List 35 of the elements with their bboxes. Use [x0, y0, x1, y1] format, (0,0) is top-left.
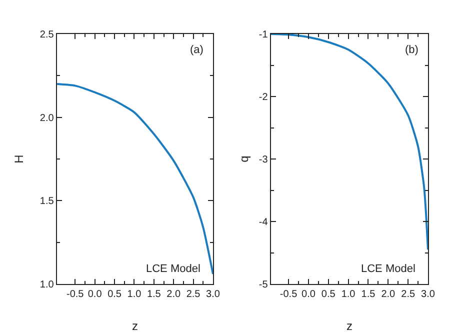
x-axis-title: z [132, 319, 138, 334]
y-tick-label: -2 [258, 92, 268, 103]
y-tick-label: -4 [258, 217, 268, 228]
annotation: LCE Model [146, 263, 200, 275]
x-tick-label: 0.5 [321, 289, 336, 300]
x-tick-label: 2.0 [166, 289, 181, 300]
y-axis-title: H [12, 154, 26, 164]
x-tick-label: -0.5 [280, 289, 298, 300]
x-tick-label: 0.5 [108, 289, 122, 300]
x-tick-label: -0.5 [66, 289, 84, 300]
x-tick-label: 1.0 [341, 289, 356, 300]
y-tick-label: 1.0 [40, 280, 54, 290]
x-tick-label: 2.5 [186, 289, 201, 300]
y-tick-label: -1 [258, 30, 268, 40]
x-tick-label: 3.0 [421, 289, 436, 300]
y-tick-label: -5 [258, 280, 268, 290]
x-tick-label: 1.5 [146, 289, 162, 300]
y-tick-label: 2.0 [40, 112, 54, 124]
x-axis-title: z [346, 319, 352, 334]
x-tick-label: 2.0 [381, 289, 396, 300]
y-axis-title: q [237, 156, 251, 162]
y-tick-label: -3 [258, 154, 268, 166]
x-tick-label: 1.5 [361, 289, 376, 300]
line-series [271, 34, 428, 251]
x-tick-label: 0.0 [302, 289, 316, 300]
annotation: (b) [405, 44, 418, 56]
x-tick-label: 0.0 [88, 289, 102, 300]
x-tick-label: 2.5 [401, 289, 416, 300]
y-tick-label: 2.5 [40, 30, 54, 40]
y-tick-label: 1.5 [40, 196, 54, 208]
annotation: LCE Model [361, 263, 416, 275]
line-series [57, 83, 213, 275]
x-tick-label: 3.0 [206, 289, 220, 300]
annotation: (a) [190, 44, 204, 56]
x-tick-label: 1.0 [127, 289, 142, 300]
